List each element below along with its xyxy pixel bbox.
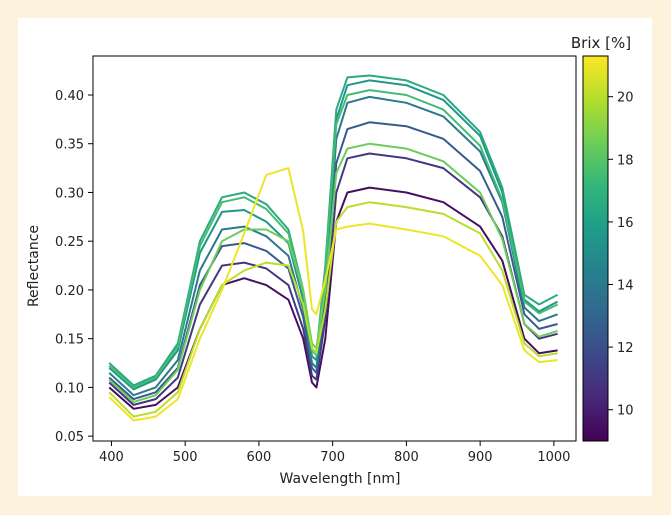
colorbar-gradient: [582, 55, 609, 442]
colorbar-tick-label-10: 10: [617, 404, 634, 419]
colorbar-tick-label-12: 12: [617, 341, 634, 356]
colorbar-tick-label-14: 14: [617, 278, 634, 293]
y-tick-label-0.4: 0.40: [55, 89, 84, 104]
x-tick-label-700: 700: [320, 450, 345, 465]
y-tick-label-0.35: 0.35: [55, 138, 84, 153]
x-tick-label-800: 800: [394, 450, 419, 465]
spectrum-line-10: [108, 167, 558, 422]
y-tick-label-0.05: 0.05: [55, 430, 84, 445]
colorbar-tick-label-20: 20: [617, 91, 634, 106]
y-tick-label-0.15: 0.15: [55, 333, 84, 348]
y-tick-label-0.25: 0.25: [55, 235, 84, 250]
y-tick-label-0.3: 0.30: [55, 186, 84, 201]
x-tick-label-400: 400: [99, 450, 124, 465]
spectra-lines: [108, 74, 559, 422]
colorbar-tick-label-18: 18: [617, 153, 634, 168]
colorbar: 10 12 14 16 18 20: [582, 55, 634, 442]
spectrum-line-5: [108, 79, 559, 391]
colorbar-label: Brix [%]: [571, 34, 631, 52]
axes: 400 500 600 700 800 900 1000 0.05 0.10 0.15 0.20 0.…: [55, 55, 577, 465]
spectrum-line-7: [108, 89, 559, 389]
x-tick-label-1000: 1000: [537, 450, 570, 465]
colorbar-tick-label-16: 16: [617, 216, 634, 231]
x-tick-label-500: 500: [173, 450, 198, 465]
x-tick-label-900: 900: [468, 450, 493, 465]
chart-figure: 400 500 600 700 800 900 1000 0.05 0.10 0.15 0.20 0.…: [18, 18, 652, 496]
plot-frame: [92, 55, 577, 442]
x-tick-label-600: 600: [247, 450, 272, 465]
x-axis-label: Wavelength [nm]: [280, 471, 401, 487]
y-tick-label-0.1: 0.10: [55, 381, 84, 396]
spectrum-line-9: [108, 201, 558, 418]
reflectance-chart: 400 500 600 700 800 900 1000 0.05 0.10 0.15 0.20 0.…: [26, 34, 634, 487]
spectrum-line-4: [108, 95, 558, 397]
y-tick-label-0.2: 0.20: [55, 284, 84, 299]
y-axis-label: Reflectance: [26, 225, 42, 307]
spectrum-line-3: [108, 121, 558, 401]
